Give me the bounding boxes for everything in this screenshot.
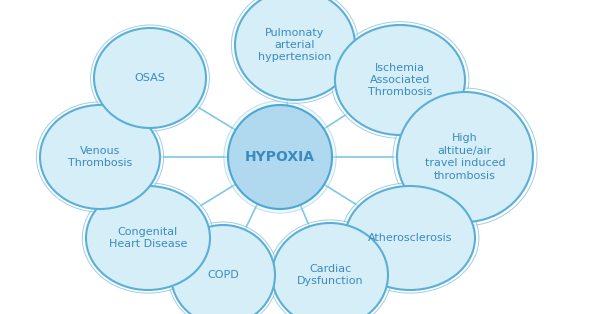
Ellipse shape [345, 186, 475, 290]
Ellipse shape [86, 186, 210, 290]
Ellipse shape [224, 101, 336, 213]
Text: Venous
Thrombosis: Venous Thrombosis [68, 146, 132, 168]
Ellipse shape [168, 222, 278, 314]
Text: Ischemia
Associated
Thrombosis: Ischemia Associated Thrombosis [368, 62, 432, 97]
Ellipse shape [331, 22, 469, 138]
Ellipse shape [82, 183, 214, 293]
Ellipse shape [37, 102, 164, 212]
Ellipse shape [232, 0, 359, 103]
Ellipse shape [171, 225, 275, 314]
Text: Congenital
Heart Disease: Congenital Heart Disease [109, 227, 187, 249]
Ellipse shape [393, 88, 537, 226]
Ellipse shape [269, 220, 391, 314]
Text: HYPOXIA: HYPOXIA [245, 150, 315, 164]
Ellipse shape [235, 0, 355, 100]
Text: High
altitue/air
travel induced
thrombosis: High altitue/air travel induced thrombos… [425, 133, 505, 181]
Ellipse shape [335, 25, 465, 135]
Text: Pulmonaty
arterial
hypertension: Pulmonaty arterial hypertension [259, 28, 332, 62]
Text: OSAS: OSAS [134, 73, 166, 83]
Ellipse shape [397, 92, 533, 222]
Ellipse shape [91, 25, 209, 131]
Text: Cardiac
Dysfunction: Cardiac Dysfunction [296, 264, 364, 286]
Text: COPD: COPD [207, 270, 239, 280]
Ellipse shape [40, 105, 160, 209]
Ellipse shape [94, 28, 206, 128]
Ellipse shape [341, 183, 479, 293]
Ellipse shape [272, 223, 388, 314]
Ellipse shape [228, 105, 332, 209]
Text: Atherosclerosis: Atherosclerosis [368, 233, 452, 243]
